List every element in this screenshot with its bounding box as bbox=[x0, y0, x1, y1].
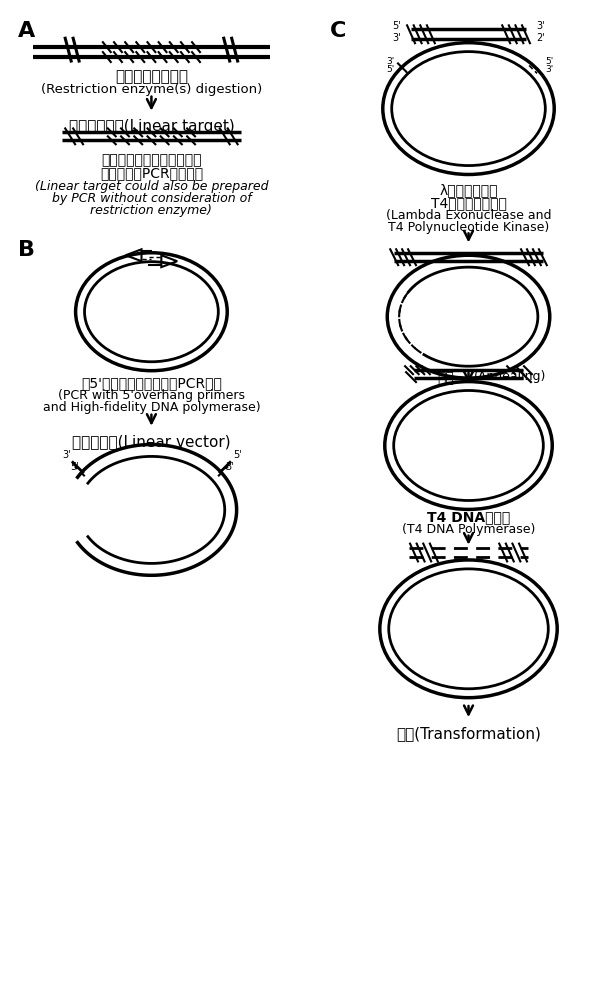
Text: T4 DNA聚合酶: T4 DNA聚合酶 bbox=[427, 510, 510, 524]
Text: by PCR without consideration of: by PCR without consideration of bbox=[51, 192, 252, 205]
Text: T4多聚核苷酸激酶: T4多聚核苷酸激酶 bbox=[431, 196, 507, 210]
Text: and High-fidelity DNA polymerase): and High-fidelity DNA polymerase) bbox=[43, 401, 260, 414]
Text: 限制性内切酶酶切: 限制性内切酶酶切 bbox=[115, 69, 188, 84]
Text: 线性化靶基因(Linear target): 线性化靶基因(Linear target) bbox=[69, 119, 234, 134]
Text: (T4 DNA Polymerase): (T4 DNA Polymerase) bbox=[402, 523, 536, 536]
Text: (Annealing): (Annealing) bbox=[474, 370, 546, 383]
Text: A: A bbox=[18, 21, 35, 41]
Text: 3': 3' bbox=[386, 57, 394, 66]
Text: 5': 5' bbox=[70, 462, 79, 472]
Text: 3': 3' bbox=[226, 462, 234, 472]
Text: 转化(Transformation): 转化(Transformation) bbox=[396, 726, 541, 741]
Text: 5': 5' bbox=[392, 21, 401, 31]
Text: 用5'突出引物和高保真酵PCR扩增: 用5'突出引物和高保真酵PCR扩增 bbox=[81, 376, 222, 390]
Text: B: B bbox=[18, 240, 35, 260]
Text: 3': 3' bbox=[392, 33, 401, 43]
Text: C: C bbox=[330, 21, 346, 41]
Text: 3': 3' bbox=[62, 450, 71, 460]
Text: (Linear target could also be prepared: (Linear target could also be prepared bbox=[35, 180, 268, 193]
Text: 退火: 退火 bbox=[437, 371, 453, 385]
Text: 2': 2' bbox=[536, 33, 545, 43]
Text: 5': 5' bbox=[545, 57, 553, 66]
Text: (Restriction enzyme(s) digestion): (Restriction enzyme(s) digestion) bbox=[41, 83, 262, 96]
Text: (Lambda Exonuclease and: (Lambda Exonuclease and bbox=[386, 209, 551, 222]
Text: λ外切核酸酶及: λ外切核酸酶及 bbox=[439, 183, 498, 197]
Text: 线性化载体(Linear vector): 线性化载体(Linear vector) bbox=[72, 435, 231, 450]
Text: (PCR with 5'overhang primers: (PCR with 5'overhang primers bbox=[58, 389, 245, 402]
Text: 3': 3' bbox=[536, 21, 545, 31]
Text: 5': 5' bbox=[234, 450, 242, 460]
Text: 3': 3' bbox=[545, 65, 553, 74]
Text: T4 Polynucleotide Kinase): T4 Polynucleotide Kinase) bbox=[388, 221, 549, 234]
Text: 切位点而用PCR方法获得: 切位点而用PCR方法获得 bbox=[100, 166, 203, 180]
Text: restriction enzyme): restriction enzyme) bbox=[91, 204, 212, 217]
Text: 5': 5' bbox=[386, 65, 394, 74]
Text: 线性化靶基因可以不考虑酶: 线性化靶基因可以不考虑酶 bbox=[101, 153, 202, 167]
